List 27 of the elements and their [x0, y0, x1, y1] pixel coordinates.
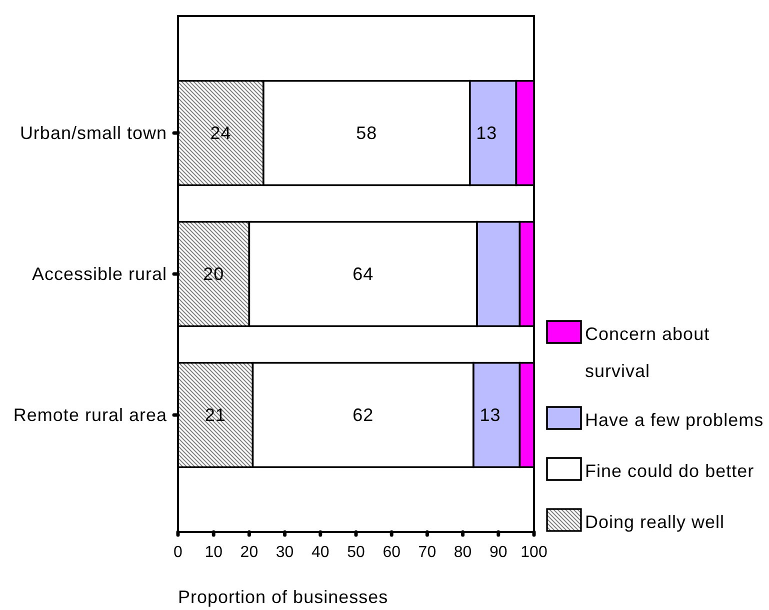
x-tick-label: 40 — [312, 544, 330, 561]
x-tick-label: 80 — [454, 544, 472, 561]
x-tick-label: 30 — [276, 544, 294, 561]
y-tick-label: Urban/small town — [20, 123, 167, 144]
y-tick-label: Accessible rural — [32, 264, 167, 284]
x-tick-label: 50 — [347, 544, 365, 561]
data-label: 62 — [352, 404, 374, 425]
x-tick-label: 70 — [418, 544, 436, 561]
y-tick-label: Remote rural area — [13, 404, 168, 425]
x-tick-label: 100 — [520, 544, 548, 561]
legend-label: Fine could do better — [585, 461, 754, 481]
data-label: 13 — [480, 404, 501, 425]
x-tick-label: 90 — [490, 544, 508, 561]
x-tick-label: 10 — [204, 544, 223, 561]
data-label: 64 — [352, 264, 374, 284]
x-tick-label: 0 — [174, 544, 183, 561]
x-tick-label: 20 — [240, 544, 258, 561]
data-label: 20 — [203, 264, 224, 284]
data-label: 13 — [476, 123, 498, 144]
data-label: 58 — [356, 123, 378, 144]
x-axis-title: Proportion of businesses — [178, 587, 388, 607]
data-label: 24 — [210, 123, 232, 144]
legend-label: Doing really well — [585, 512, 725, 532]
legend-label: Concern about survival — [585, 324, 710, 381]
x-tick-label: 60 — [382, 544, 401, 561]
legend-label: Have a few problems — [585, 410, 764, 430]
data-label: 21 — [204, 404, 226, 425]
